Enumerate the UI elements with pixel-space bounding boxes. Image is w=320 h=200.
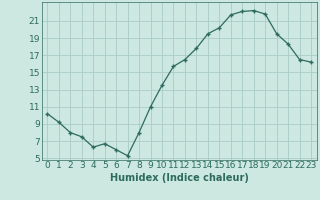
X-axis label: Humidex (Indice chaleur): Humidex (Indice chaleur) (110, 173, 249, 183)
